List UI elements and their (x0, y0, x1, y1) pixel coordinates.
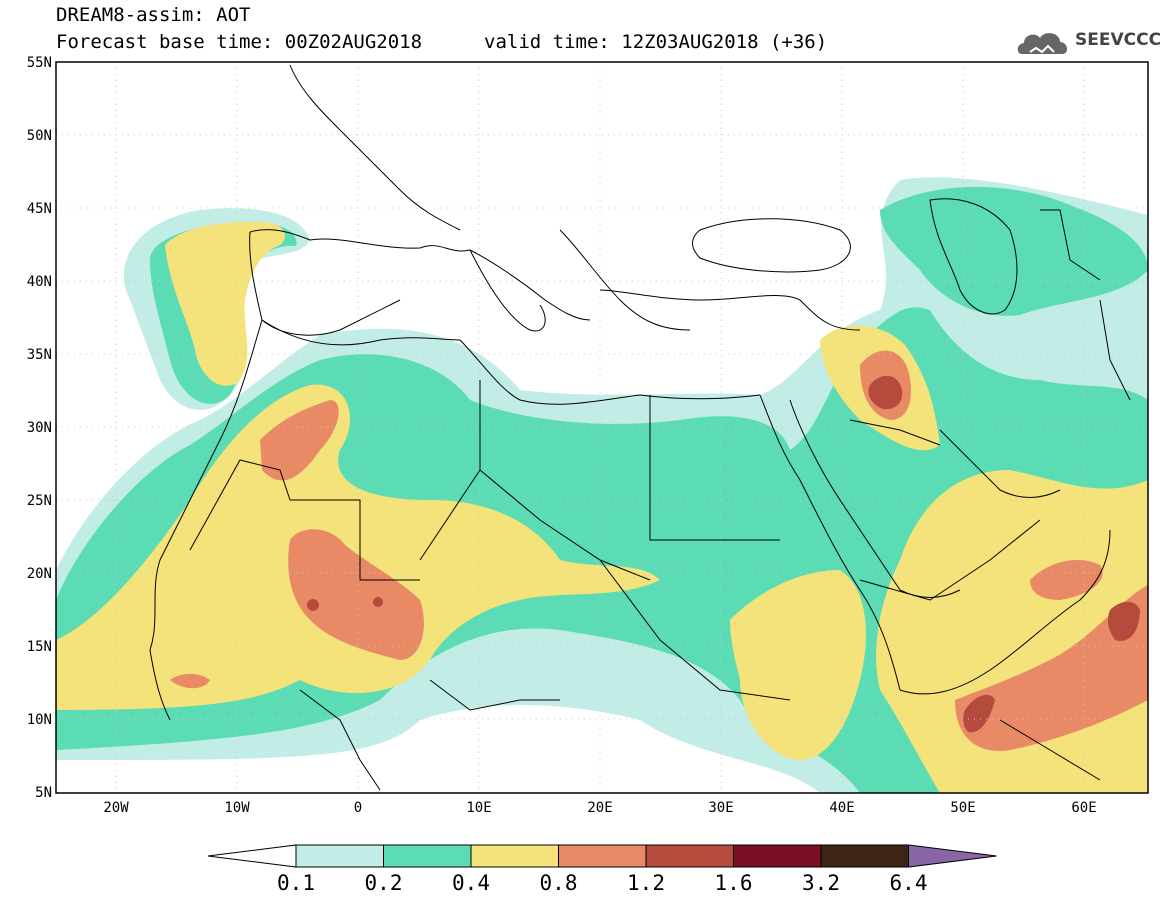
legend-swatch (470, 844, 559, 868)
lat-label: 5N (35, 785, 52, 801)
lat-label: 40N (27, 274, 52, 290)
lat-labels: 55N 50N 45N 40N 35N 30N 25N 20N 15N 10N … (27, 55, 52, 801)
legend-arrow-high (908, 844, 997, 868)
lon-label: 60E (1071, 800, 1096, 816)
valid-time-text: valid time: 12Z03AUG2018 (+36) (484, 31, 828, 53)
lon-label: 20E (587, 800, 612, 816)
lon-labels: 20W 10W 0 10E 20E 30E 40E 50E 60E (103, 800, 1096, 816)
lat-label: 20N (27, 566, 52, 582)
legend-swatch (558, 844, 647, 868)
legend-label: 3.2 (802, 871, 840, 895)
lon-label: 40E (829, 800, 854, 816)
map-frame (55, 61, 1149, 794)
legend-label: 0.8 (540, 871, 578, 895)
legend-swatch (733, 844, 822, 868)
lat-label: 55N (27, 55, 52, 71)
graticule (56, 62, 1148, 793)
legend-arrow-low (207, 844, 297, 868)
legend-label: 0.2 (365, 871, 403, 895)
legend-swatch (820, 844, 909, 868)
logo-text: SEEVCCC (1075, 30, 1162, 50)
legend-swatch (383, 844, 472, 868)
lon-label: 0 (354, 800, 362, 816)
legend-swatch (645, 844, 734, 868)
aot-level-very-high (307, 375, 1140, 733)
lat-label: 10N (27, 712, 52, 728)
lat-label: 45N (27, 201, 52, 217)
lat-label: 30N (27, 420, 52, 436)
coastlines (149, 64, 1131, 791)
lon-label: 30E (708, 800, 733, 816)
base-time-text: Forecast base time: 00Z02AUG2018 (56, 31, 423, 53)
aot-fields (56, 177, 1148, 793)
legend-label: 0.4 (452, 871, 490, 895)
legend-swatch (295, 844, 384, 868)
legend-label: 0.1 (277, 871, 315, 895)
lon-label: 50E (950, 800, 975, 816)
legend-label: 6.4 (890, 871, 928, 895)
legend-label: 1.6 (715, 871, 753, 895)
map-title: DREAM8-assim: AOT (56, 4, 251, 26)
lat-label: 15N (27, 639, 52, 655)
cloud-logo-icon (1017, 33, 1068, 54)
lat-label: 50N (27, 128, 52, 144)
lon-label: 20W (103, 800, 129, 816)
lon-label: 10E (466, 800, 491, 816)
legend-label: 1.2 (627, 871, 665, 895)
lat-label: 25N (27, 493, 52, 509)
lat-label: 35N (27, 347, 52, 363)
lon-label: 10W (224, 800, 250, 816)
